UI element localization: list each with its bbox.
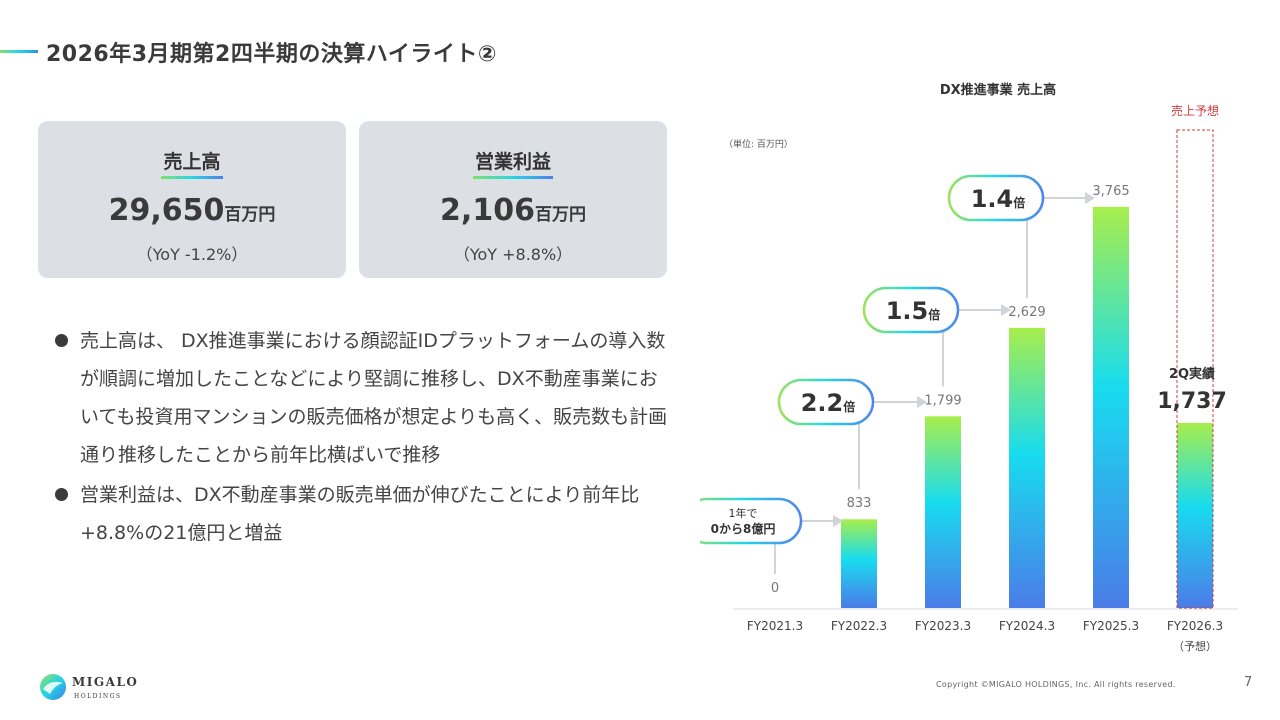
- x-tick-label: FY2025.3: [1083, 619, 1139, 633]
- growth-arrow-head-icon: [1001, 304, 1011, 316]
- actual-2q-label: 2Q実績: [1169, 366, 1215, 382]
- forecast-box: [1176, 129, 1214, 609]
- bar-FY2023.3: [925, 416, 961, 608]
- bar-value-label: 2,629: [1008, 305, 1045, 320]
- copyright-notice: Copyright ©MIGALO HOLDINGS, Inc. All rig…: [936, 680, 1176, 689]
- growth-multiplier: 1.4倍: [971, 185, 1026, 213]
- logo-subtext: HOLDINGS: [74, 693, 121, 700]
- x-tick-label: FY2021.3: [747, 619, 803, 633]
- growth-callout-line2: 0から8億円: [711, 521, 776, 536]
- kpi-value-sales: 29,650: [108, 193, 225, 228]
- growth-callout-pill: [862, 286, 960, 334]
- chart-title: DX推進事業 売上高: [940, 82, 1056, 98]
- x-tick-label: FY2022.3: [831, 619, 887, 633]
- x-tick-label: FY2024.3: [999, 619, 1055, 633]
- chart-unit-note: （単位: 百万円）: [724, 138, 793, 150]
- kpi-label-sales: 売上高: [161, 147, 223, 179]
- bar-value-label: 833: [847, 496, 872, 511]
- bar-FY2024.3: [1009, 327, 1045, 608]
- growth-callout-pill: [700, 497, 803, 545]
- kpi-card-operating-profit: 営業利益 2,106百万円 （YoY +8.8%）: [359, 121, 667, 278]
- kpi-yoy-sales: （YoY -1.2%）: [136, 245, 248, 264]
- kpi-value-operating-profit: 2,106: [440, 193, 535, 228]
- bullet-item: 営業利益は、DX不動産事業の販売単価が伸びたことにより前年比+8.8%の21億円…: [52, 476, 672, 552]
- bar-FY2026.3: [1177, 422, 1213, 608]
- growth-multiplier-suffix: 倍: [928, 307, 940, 322]
- growth-multiplier-value: 2.2: [801, 389, 844, 417]
- page-title: 2026年3月期第2四半期の決算ハイライト②: [46, 42, 498, 67]
- growth-multiplier-value: 1.5: [886, 297, 929, 325]
- actual-2q-value: 1,737: [1157, 389, 1227, 414]
- kpi-unit-operating-profit: 百万円: [534, 205, 586, 225]
- bar-value-label: 1,799: [924, 393, 961, 408]
- x-tick-sublabel: （予想）: [1173, 639, 1217, 653]
- growth-arrow-head-icon: [1085, 192, 1095, 204]
- growth-multiplier: 1.5倍: [886, 297, 941, 325]
- dx-sales-bar-chart: DX推進事業 売上高 （単位: 百万円） 0 FY2021.3 833 FY2022.3 1…: [700, 82, 1238, 653]
- kpi-yoy-operating-profit: （YoY +8.8%）: [453, 245, 573, 264]
- growth-callout-line1: 1年で: [729, 506, 758, 520]
- x-tick-label: FY2026.3: [1167, 619, 1223, 633]
- growth-multiplier-value: 1.4: [971, 185, 1014, 213]
- growth-arrow-head-icon: [917, 396, 927, 408]
- growth-arrow-head-icon: [833, 515, 843, 527]
- kpi-label-operating-profit: 営業利益: [472, 147, 554, 179]
- logo-text: MIGALO: [72, 675, 138, 689]
- kpi-unit-sales: 百万円: [224, 205, 276, 225]
- forecast-label: 売上予想: [1171, 103, 1219, 118]
- bar-FY2025.3: [1093, 206, 1129, 609]
- bullet-item: 売上高は、 DX推進事業における顔認証IDプラットフォームの導入数が順調に増加し…: [52, 322, 672, 474]
- kpi-card-sales: 売上高 29,650百万円 （YoY -1.2%）: [38, 121, 346, 278]
- bar-value-label: 0: [771, 581, 779, 596]
- growth-multiplier-suffix: 倍: [843, 399, 855, 414]
- bar-FY2022.3: [841, 519, 877, 608]
- growth-multiplier-suffix: 倍: [1013, 195, 1025, 210]
- growth-callout-pill: [947, 174, 1045, 222]
- bar-value-label: 3,765: [1092, 184, 1129, 199]
- highlight-bullets: 売上高は、 DX推進事業における顔認証IDプラットフォームの導入数が順調に増加し…: [52, 322, 672, 552]
- company-logo: MIGALO HOLDINGS: [38, 670, 138, 708]
- x-tick-label: FY2023.3: [915, 619, 971, 633]
- growth-callout-pill: [777, 378, 875, 426]
- page-number: 7: [1244, 675, 1253, 690]
- title-accent-line: [0, 50, 38, 53]
- growth-multiplier: 2.2倍: [801, 389, 856, 417]
